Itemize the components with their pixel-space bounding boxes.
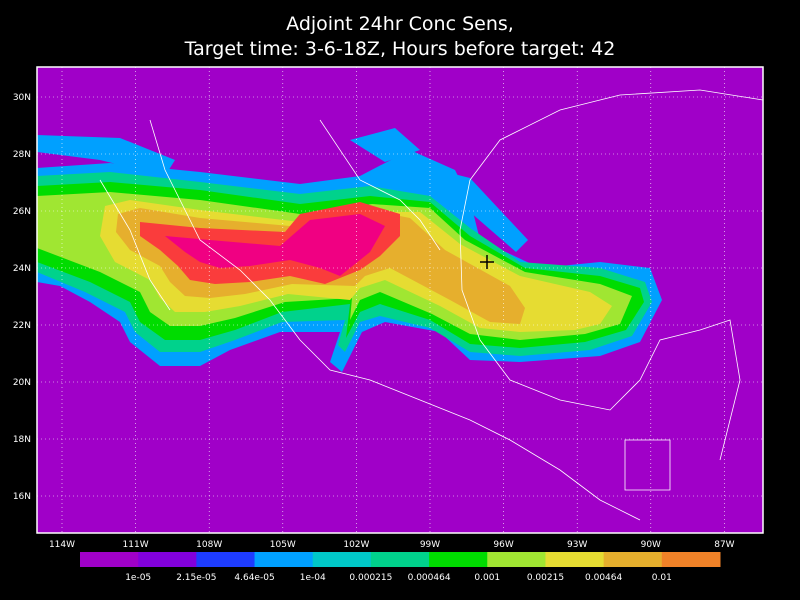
colorbar-label: 2.15e-05	[176, 573, 216, 583]
coastline	[469, 89, 763, 181]
lon-tick-label: 96W	[493, 540, 513, 550]
colorbar-swatch	[80, 552, 139, 567]
colorbar-swatch	[661, 552, 721, 567]
colorbar-label: 0.000215	[349, 573, 392, 583]
title-line: Adjoint 24hr Conc Sens,	[286, 13, 514, 35]
coastline	[99, 179, 171, 311]
contour-level	[165, 214, 385, 276]
lon-tick-label: 93W	[567, 540, 587, 550]
contour-field	[37, 67, 763, 533]
contour-level	[37, 135, 175, 176]
lon-tick-label: 108W	[196, 540, 222, 550]
lat-tick-label: 16N	[13, 492, 31, 502]
colorbar-swatch	[545, 552, 605, 567]
title-line: Target time: 3-6-18Z, Hours before targe…	[184, 38, 616, 60]
colorbar: 1e-05 2.15e-05 4.64e-05 1e-04 0.000215 0.0004…	[80, 552, 721, 583]
colorbar-label: 1e-04	[300, 573, 326, 583]
colorbar-swatch	[603, 552, 663, 567]
colorbar-label: 0.00464	[585, 573, 622, 583]
lon-tick-label: 102W	[343, 540, 369, 550]
colorbar-swatch	[312, 552, 372, 567]
colorbar-label: 0.000464	[408, 573, 451, 583]
lat-tick-label: 18N	[13, 435, 31, 445]
lon-tick-label: 87W	[714, 540, 734, 550]
border	[319, 119, 441, 251]
graticule	[37, 67, 763, 533]
lat-tick-label: 22N	[13, 321, 31, 331]
lat-tick-label: 24N	[13, 264, 31, 274]
lat-tick-label: 20N	[13, 378, 31, 388]
colorbar-label: 1e-05	[125, 573, 151, 583]
colorbar-swatch	[254, 552, 314, 567]
lat-tick-label: 28N	[13, 150, 31, 160]
colorbar-swatch	[487, 552, 546, 567]
lon-tick-label: 105W	[270, 540, 296, 550]
lon-tick-label: 99W	[420, 540, 440, 550]
lon-tick-label: 111W	[123, 540, 149, 550]
colorbar-swatch	[429, 552, 488, 567]
lon-tick-label: 90W	[641, 540, 661, 550]
colorbar-swatch	[138, 552, 197, 567]
plot-border	[36, 66, 764, 534]
coastlines	[99, 89, 763, 521]
colorbar-swatch	[196, 552, 256, 567]
lat-tick-label: 26N	[13, 207, 31, 217]
lat-tick-label: 30N	[13, 93, 31, 103]
colorbar-label: 0.001	[474, 573, 500, 583]
coastline	[459, 179, 741, 461]
target-marker	[480, 255, 494, 269]
lon-tick-label: 114W	[49, 540, 75, 550]
border	[624, 439, 671, 491]
colorbar-label: 0.00215	[527, 573, 564, 583]
colorbar-label: 4.64e-05	[234, 573, 274, 583]
colorbar-swatch	[370, 552, 430, 567]
coastline	[149, 119, 641, 521]
contour-level	[350, 128, 420, 162]
colorbar-label: 0.01	[652, 573, 672, 583]
